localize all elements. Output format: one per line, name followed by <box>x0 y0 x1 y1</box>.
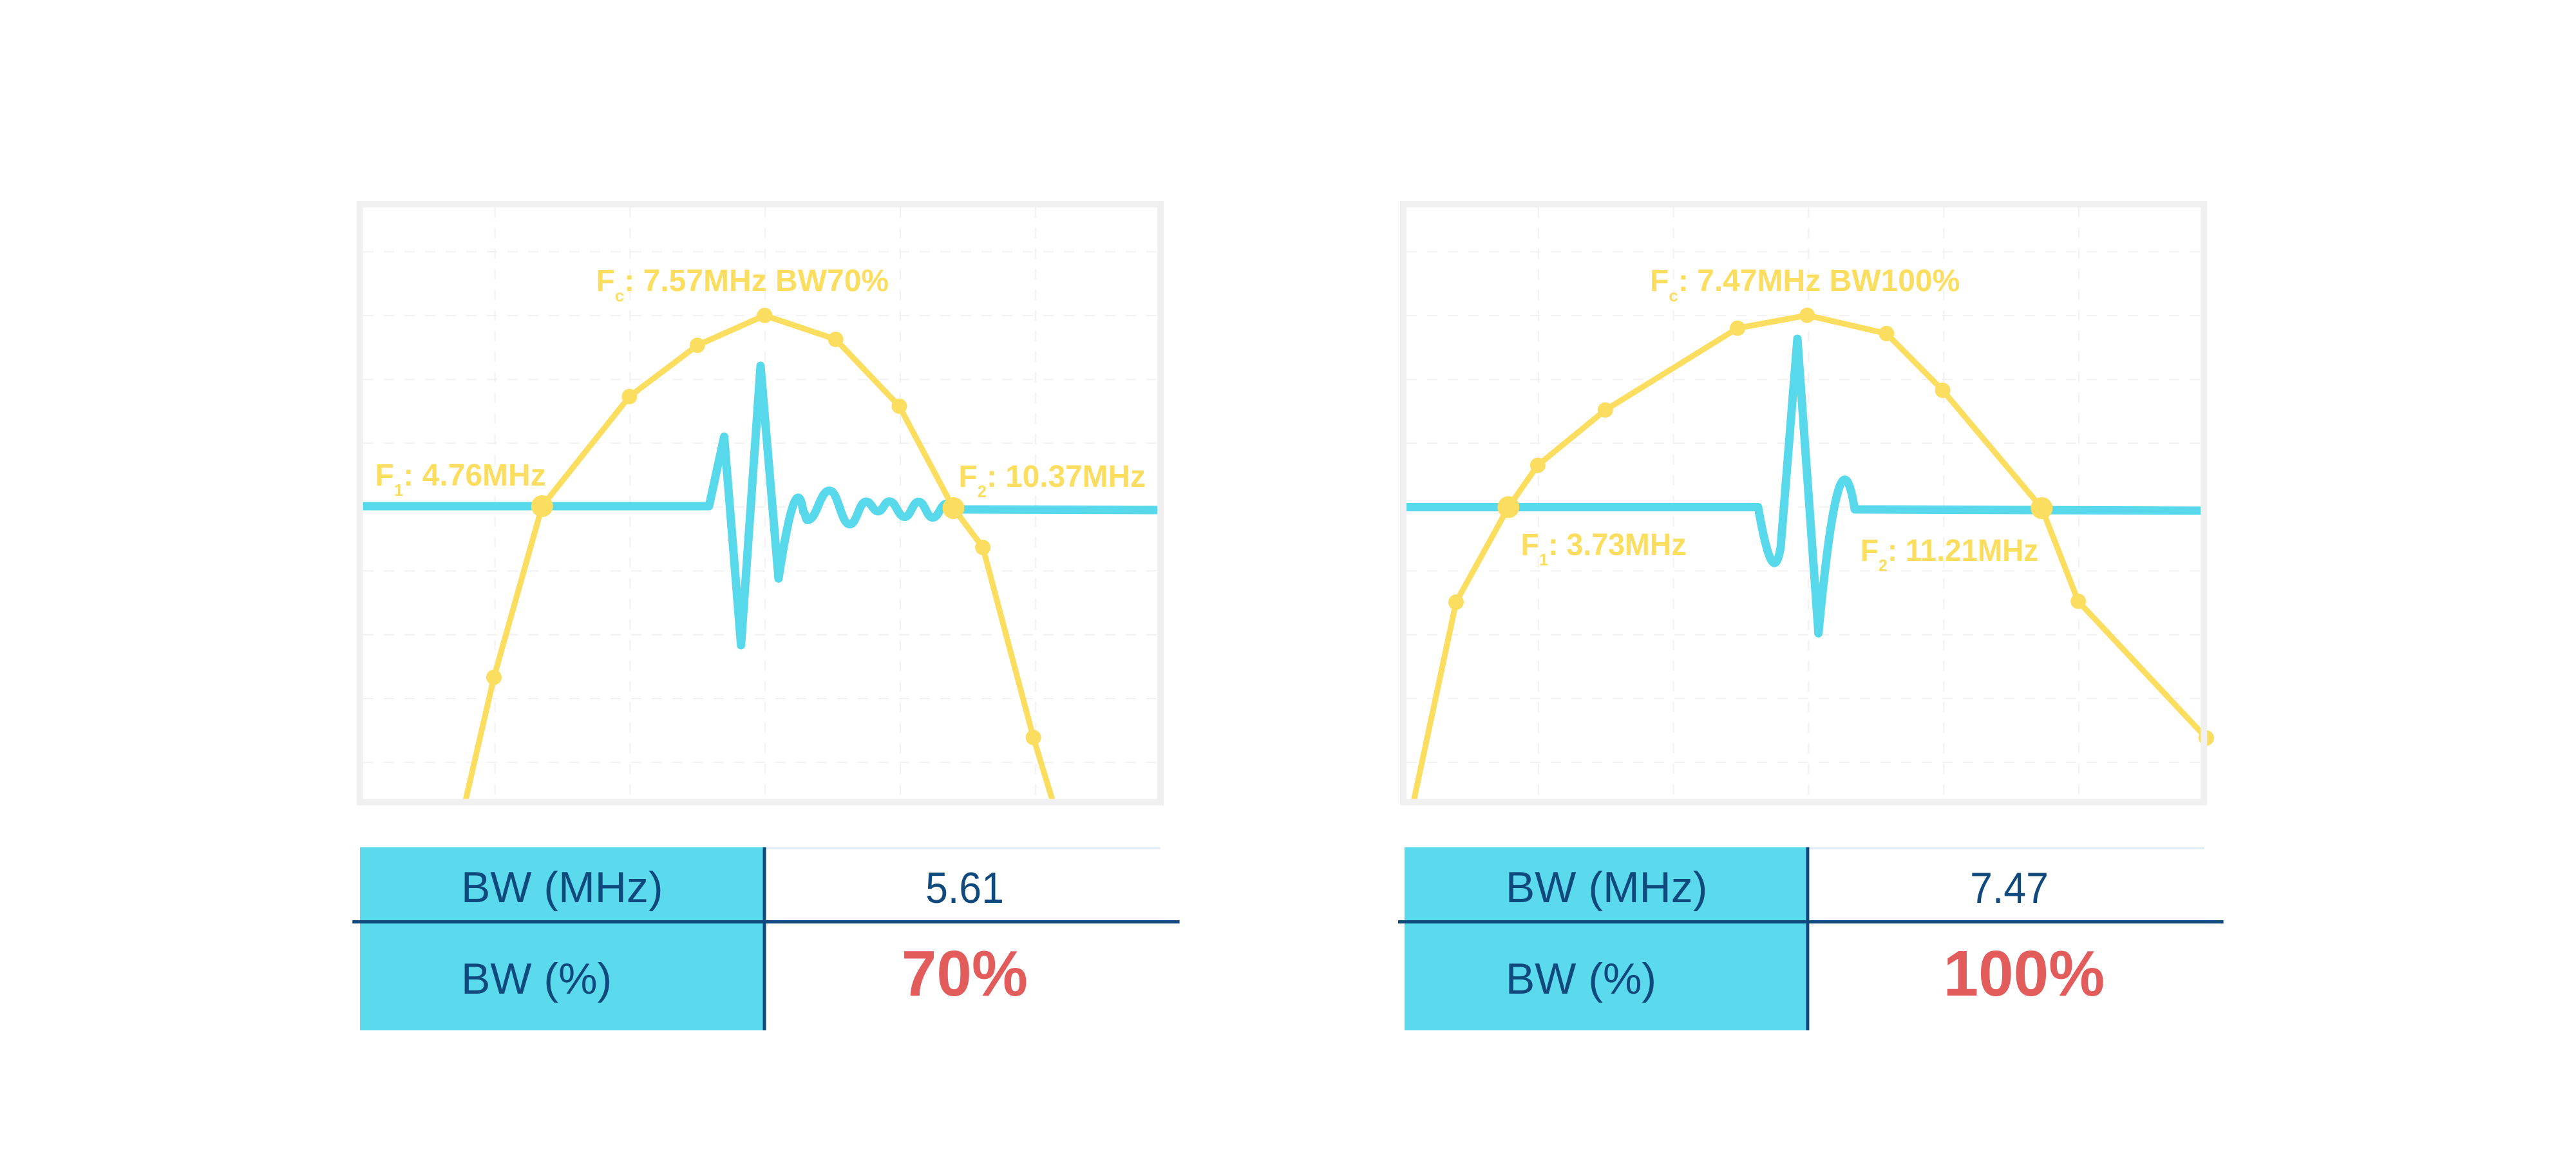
svg-text:BW (%): BW (%) <box>1506 954 1656 1003</box>
svg-text:BW (MHz): BW (MHz) <box>461 863 663 912</box>
svg-text:BW (MHz): BW (MHz) <box>1506 863 1707 912</box>
svg-text:7.47: 7.47 <box>1970 864 2049 913</box>
svg-text:100%: 100% <box>1944 937 2105 1009</box>
svg-text:70%: 70% <box>902 937 1028 1009</box>
svg-text:5.61: 5.61 <box>925 864 1004 913</box>
svg-text:BW (%): BW (%) <box>461 954 612 1003</box>
